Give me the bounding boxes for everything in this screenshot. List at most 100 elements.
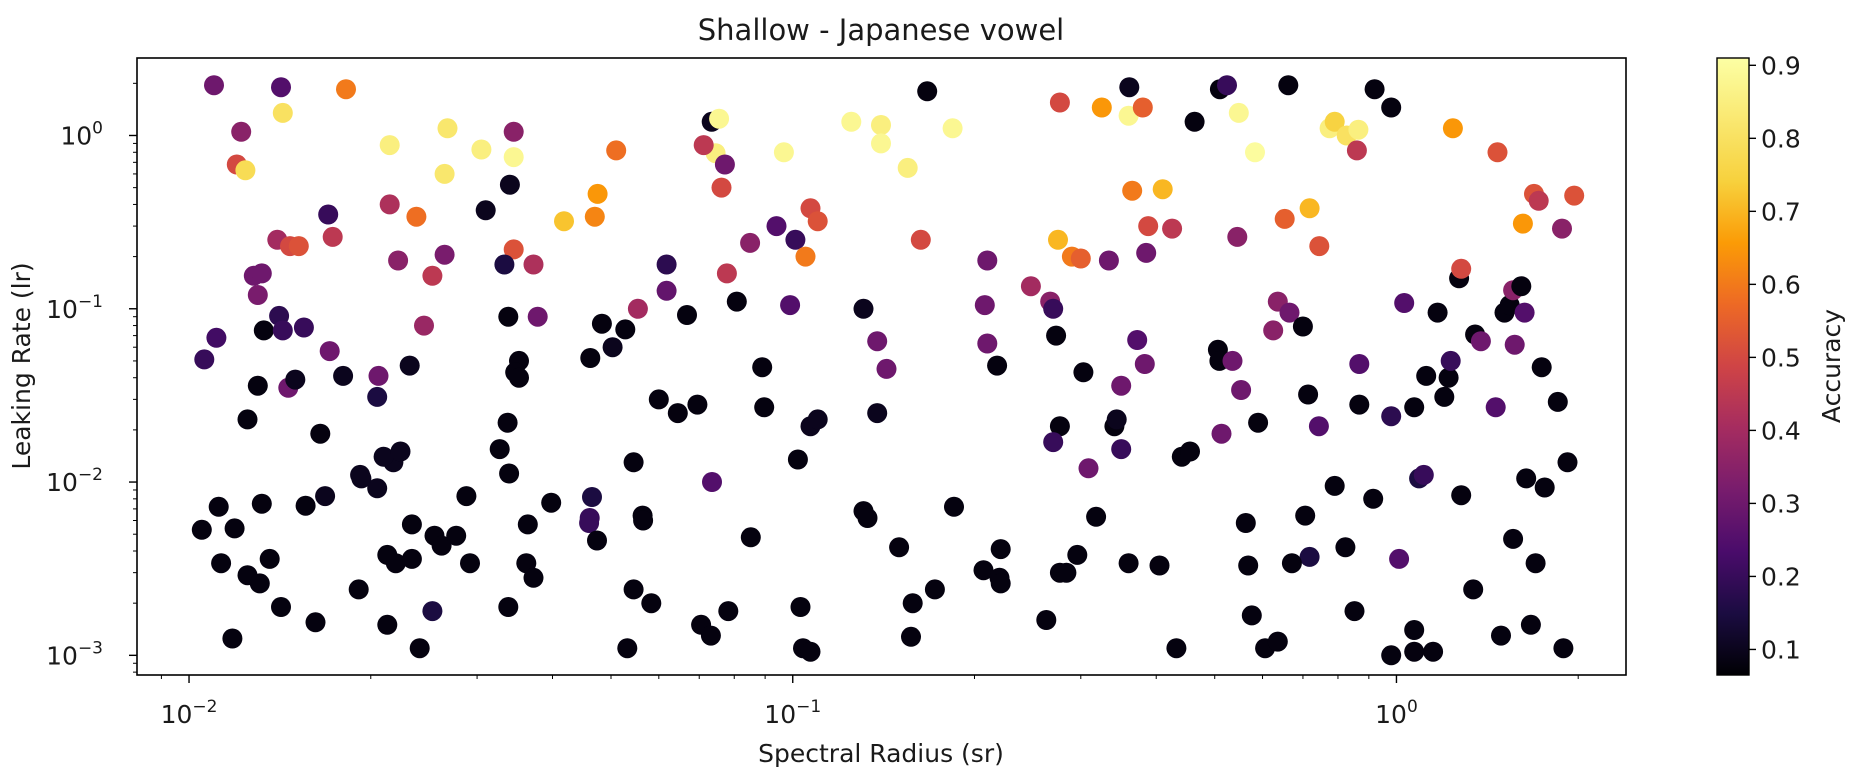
colorbar-tick-label: 0.5 — [1761, 343, 1801, 372]
scatter-point — [1098, 250, 1119, 271]
scatter-point — [1118, 553, 1139, 574]
scatter-point — [1122, 180, 1143, 201]
scatter-point — [787, 449, 808, 470]
colorbar — [1717, 58, 1749, 675]
scatter-point — [716, 263, 737, 284]
scatter-point — [475, 200, 496, 221]
scatter-point — [867, 403, 888, 424]
scatter-point — [617, 638, 638, 659]
scatter-point — [766, 216, 787, 237]
scatter-point — [1162, 218, 1183, 239]
scatter-point — [1525, 553, 1546, 574]
scatter-point — [422, 601, 443, 622]
scatter-point — [1349, 394, 1370, 415]
scatter-point — [1485, 397, 1506, 418]
scatter-point — [615, 319, 636, 340]
scatter-point — [1043, 298, 1064, 319]
scatter-point — [554, 211, 574, 232]
scatter-point — [807, 211, 828, 232]
scatter-point — [580, 348, 601, 368]
scatter-point — [434, 244, 455, 265]
scatter-point — [489, 439, 510, 460]
scatter-point — [1348, 119, 1369, 140]
scatter-point — [390, 441, 411, 462]
scatter-point — [1149, 555, 1170, 576]
scatter-point — [1020, 276, 1041, 297]
scatter-point — [251, 263, 272, 284]
scatter-point — [235, 160, 256, 181]
scatter-point — [711, 177, 732, 198]
scatter-point — [648, 389, 669, 410]
scatter-point — [1557, 452, 1578, 473]
scatter-point — [1531, 357, 1552, 378]
x-axis-label: Spectral Radius (sr) — [758, 739, 1004, 768]
colorbar-tick-label: 0.3 — [1761, 489, 1801, 518]
scatter-point — [1106, 409, 1127, 430]
scatter-point — [740, 527, 761, 548]
scatter-point — [641, 593, 662, 614]
scatter-point — [1442, 118, 1463, 139]
scatter-point — [582, 487, 602, 507]
scatter-point — [367, 386, 388, 407]
scatter-point — [718, 601, 739, 622]
scatter-point — [800, 641, 821, 662]
scatter-point — [1263, 320, 1284, 341]
scatter-point — [1308, 416, 1329, 437]
scatter-point — [498, 597, 519, 617]
scatter-point — [527, 306, 548, 327]
scatter-point — [1056, 562, 1077, 583]
scatter-point — [633, 510, 654, 531]
scatter-point — [1134, 354, 1155, 374]
scatter-point — [295, 495, 316, 516]
scatter-point — [623, 579, 644, 600]
scatter-point — [503, 147, 524, 168]
scatter-point — [456, 486, 477, 507]
scatter-point — [251, 493, 272, 514]
scatter-point — [1511, 276, 1532, 297]
scatter-point — [871, 115, 891, 135]
scatter-point — [1364, 79, 1385, 100]
scatter-point — [1547, 391, 1568, 412]
scatter-point — [1184, 111, 1205, 132]
scatter-point — [752, 357, 773, 378]
scatter-point — [1381, 645, 1402, 666]
scatter-point — [726, 291, 747, 312]
scatter-point — [623, 452, 644, 473]
colorbar-tick-label: 0.4 — [1761, 416, 1801, 445]
scatter-point — [857, 508, 878, 528]
colorbar-tick-label: 0.6 — [1761, 270, 1801, 299]
x-tick-label: 10−2 — [161, 697, 218, 729]
scatter-point — [853, 298, 874, 319]
scatter-point — [503, 239, 524, 260]
scatter-point — [541, 492, 562, 513]
scatter-point — [1309, 236, 1330, 257]
scatter-point — [1394, 293, 1415, 313]
scatter-point — [1043, 432, 1064, 453]
scatter-point — [977, 333, 998, 354]
colorbar-tick-label: 0.9 — [1761, 51, 1801, 80]
scatter-point — [1299, 546, 1320, 567]
scatter-point — [1346, 140, 1367, 161]
scatter-point — [587, 530, 607, 551]
scatter-point — [1324, 475, 1345, 496]
scatter-point — [222, 628, 243, 649]
scatter-point — [288, 236, 309, 257]
scatter-point — [902, 593, 923, 614]
scatter-point — [1381, 406, 1402, 427]
scatter-point — [204, 75, 224, 96]
scatter-point — [385, 553, 406, 574]
scatter-point — [437, 118, 458, 139]
scatter-point — [272, 102, 293, 123]
scatter-point — [285, 369, 306, 390]
scatter-point — [499, 174, 520, 195]
scatter-point — [523, 567, 544, 588]
scatter-point — [272, 320, 293, 341]
scatter-point — [1470, 331, 1491, 352]
scatter-point — [1295, 505, 1316, 526]
scatter-point — [1111, 439, 1132, 460]
scatter-point — [1227, 226, 1248, 247]
scatter-point — [1048, 229, 1068, 250]
scatter-point — [351, 468, 372, 489]
scatter-point — [1324, 111, 1345, 132]
